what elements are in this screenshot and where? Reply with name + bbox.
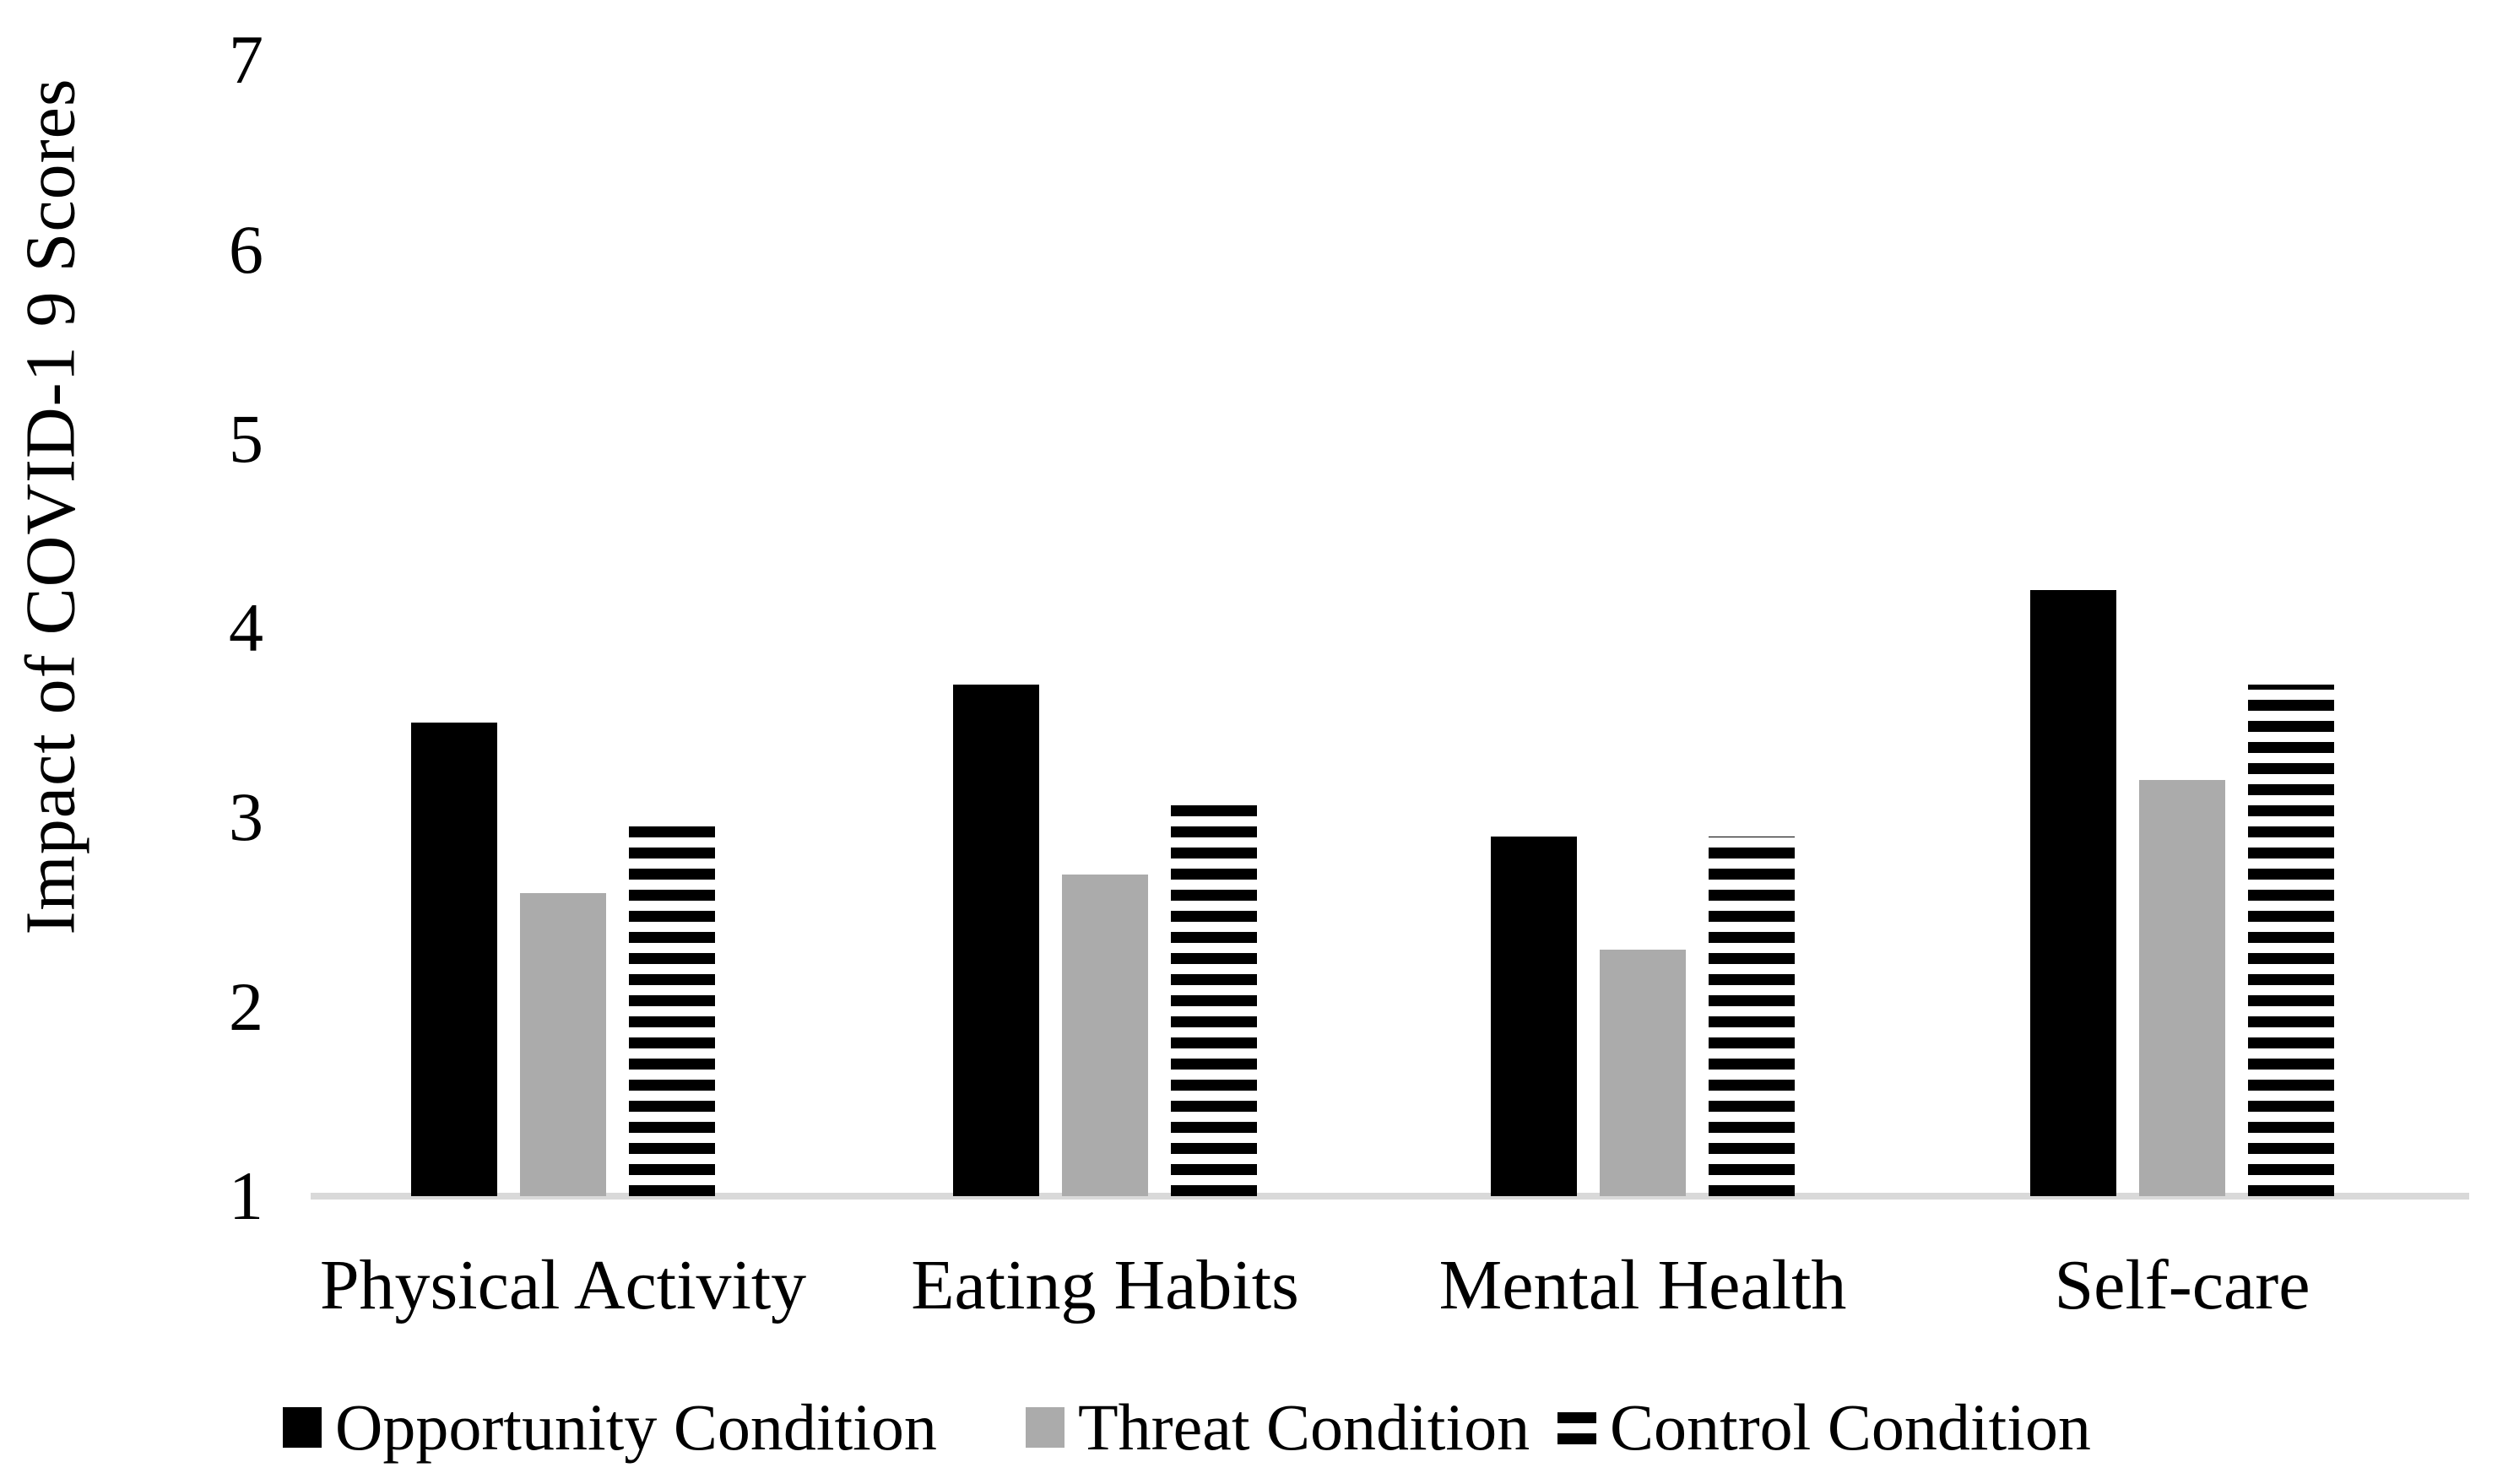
legend-swatch-control-condition: [1557, 1407, 1596, 1448]
category-label-eating-habits: Eating Habits: [911, 1246, 1299, 1324]
y-tick-6: 6: [229, 210, 263, 288]
legend-label-opportunity-condition: Opportunity Condition: [335, 1390, 937, 1464]
bar-threat-condition-eating-habits: [1062, 874, 1148, 1196]
y-tick-2: 2: [229, 967, 263, 1045]
y-tick-1: 1: [229, 1157, 263, 1234]
y-tick-5: 5: [229, 399, 263, 477]
x-axis-line: [311, 1193, 2469, 1200]
y-tick-7: 7: [229, 21, 263, 99]
legend-item-control-condition: Control Condition: [1557, 1391, 2091, 1464]
bar-threat-condition-mental-health: [1600, 950, 1686, 1196]
bar-control-condition-eating-habits: [1171, 798, 1257, 1196]
y-axis-title: Impact of COVID-1 9 Scores: [11, 78, 90, 935]
y-tick-4: 4: [229, 589, 263, 667]
bar-control-condition-physical-activity: [629, 817, 715, 1196]
bar-opportunity-condition-mental-health: [1491, 836, 1577, 1196]
y-tick-3: 3: [229, 778, 263, 856]
legend-swatch-threat-condition: [1026, 1407, 1064, 1448]
legend-swatch-opportunity-condition: [283, 1407, 322, 1448]
bar-control-condition-mental-health: [1709, 836, 1795, 1196]
legend-label-threat-condition: Threat Condition: [1078, 1390, 1530, 1464]
category-label-self-care: Self-care: [2054, 1246, 2310, 1324]
category-label-physical-activity: Physical Activity: [319, 1246, 807, 1324]
category-label-mental-health: Mental Health: [1438, 1246, 1847, 1324]
legend-item-opportunity-condition: Opportunity Condition: [283, 1391, 937, 1464]
bar-opportunity-condition-eating-habits: [953, 685, 1039, 1196]
bar-control-condition-self-care: [2248, 685, 2334, 1196]
bar-opportunity-condition-self-care: [2030, 590, 2116, 1196]
legend-item-threat-condition: Threat Condition: [1026, 1391, 1530, 1464]
bar-threat-condition-self-care: [2139, 779, 2225, 1196]
bar-threat-condition-physical-activity: [520, 893, 606, 1196]
bar-opportunity-condition-physical-activity: [411, 723, 497, 1196]
legend-label-control-condition: Control Condition: [1610, 1390, 2091, 1464]
